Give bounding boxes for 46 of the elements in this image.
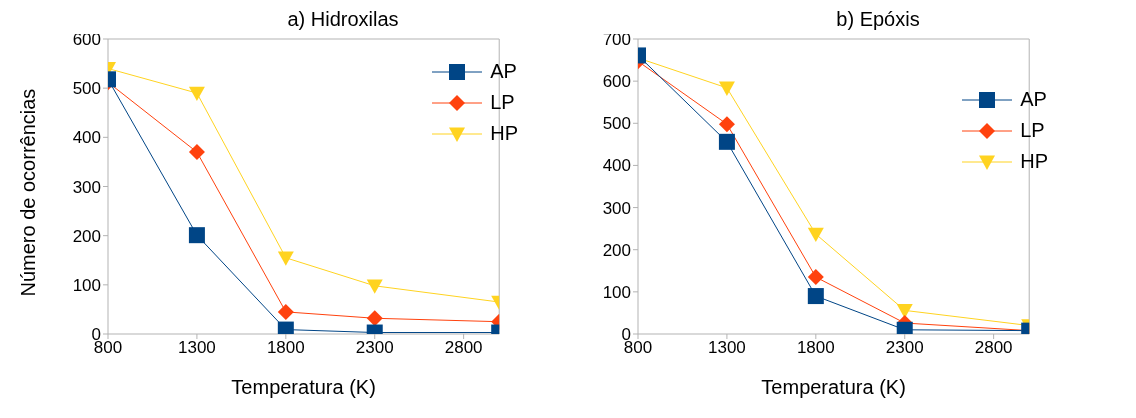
y-tick-label: 600 xyxy=(602,72,631,92)
legend-label: AP xyxy=(1020,88,1047,111)
legend-label: LP xyxy=(1020,119,1045,142)
y-tick-label: 300 xyxy=(602,198,631,218)
point xyxy=(188,227,205,244)
point xyxy=(807,288,824,305)
point xyxy=(718,116,735,133)
point xyxy=(277,251,294,266)
legend-label: HP xyxy=(1020,150,1048,173)
y-tick-label: 100 xyxy=(72,275,101,295)
point xyxy=(718,133,735,150)
x-tick-label: 2300 xyxy=(885,338,924,358)
x-tick-label: 1800 xyxy=(796,338,835,358)
y-tick-label: 500 xyxy=(602,114,631,134)
y-tick-label: 200 xyxy=(602,240,631,260)
point xyxy=(807,227,824,243)
point xyxy=(366,310,383,327)
point xyxy=(807,269,824,286)
y-tick-label: 100 xyxy=(602,282,631,302)
legend-label: HP xyxy=(490,122,518,145)
x-axis-title: Temperatura (K) xyxy=(231,376,376,398)
y-tick-label: 300 xyxy=(72,177,101,197)
point xyxy=(277,303,294,320)
y-tick-label: 600 xyxy=(72,30,101,50)
chart-title: a) Hidroxilas xyxy=(287,8,399,30)
point xyxy=(896,304,913,319)
x-tick-label: 1300 xyxy=(708,338,746,358)
point xyxy=(188,144,205,161)
x-tick-label: 1800 xyxy=(266,338,305,358)
x-axis-title: Temperatura (K) xyxy=(761,376,906,398)
y-tick-label: 400 xyxy=(72,128,101,148)
x-tick-label: 2300 xyxy=(355,338,394,358)
y-tick-label: 500 xyxy=(72,79,101,99)
y-tick-label: 400 xyxy=(602,156,631,176)
x-tick-label: 1300 xyxy=(178,338,216,358)
y-axis-title: Número de ocorrências xyxy=(17,88,40,297)
point xyxy=(188,86,205,102)
y-tick-label: 700 xyxy=(602,30,631,50)
x-tick-label: 2800 xyxy=(974,338,1013,358)
point xyxy=(366,279,383,294)
legend-label: LP xyxy=(490,91,515,114)
y-tick-label: 200 xyxy=(72,226,101,246)
point xyxy=(718,81,735,96)
x-tick-label: 2800 xyxy=(444,338,483,358)
chart-title: b) Epóxis xyxy=(836,8,920,30)
legend-label: AP xyxy=(490,60,517,83)
